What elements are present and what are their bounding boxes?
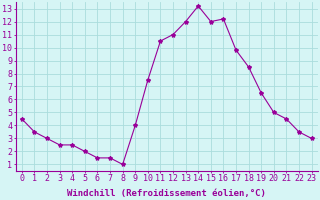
X-axis label: Windchill (Refroidissement éolien,°C): Windchill (Refroidissement éolien,°C)	[67, 189, 266, 198]
